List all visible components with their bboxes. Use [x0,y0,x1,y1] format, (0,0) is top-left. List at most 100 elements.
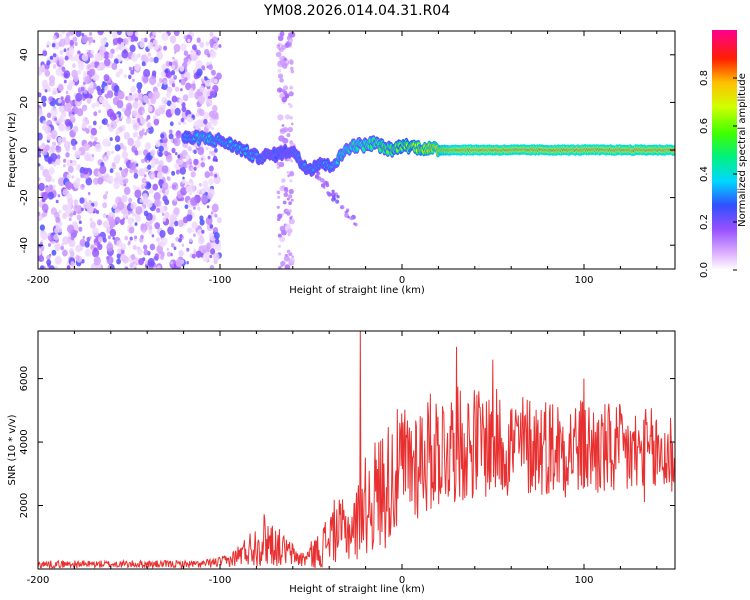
spectrogram-noise-blob [183,121,187,125]
spectrogram-band-blob [279,236,286,243]
spectrogram-noise-blob [93,177,99,185]
spectrogram-branch-blob [326,191,330,195]
spectrogram-noise-blob [65,90,69,95]
spectrogram-noise-blob [106,255,114,265]
spectrogram-noise-blob [216,72,222,80]
spectrogram-branch-blob [332,195,336,199]
colorbar-gradient [712,30,737,270]
spectrogram-noise-blob [67,224,75,234]
spectrogram-noise-blob [102,156,108,163]
spectrogram-band-blob [285,230,288,233]
spectrogram-noise-blob [49,55,54,60]
spectrogram-noise-blob [60,245,64,251]
spectrogram-noise-blob [186,247,190,252]
spectrogram-noise-blob [205,41,210,47]
spectrogram-noise-blob [153,118,160,126]
spectrogram-noise-blob [157,108,162,113]
spectrogram-noise-blob [68,31,75,36]
spectrogram-noise-blob [38,147,42,156]
spectrogram-band-blob [289,116,293,120]
spectrogram-branch-blob [320,183,326,188]
spectrogram-noise-blob [70,138,77,147]
spectrogram-noise-blob [211,203,219,213]
x-tick-label: 0 [399,575,405,586]
spectrogram-band-blob [287,174,291,178]
spectrogram-noise-blob [161,165,169,174]
spectrogram-noise-blob [59,38,66,47]
spectrogram-band-blob [282,137,289,144]
spectrogram-noise-blob [178,121,181,126]
spectrogram-noise-blob [163,80,168,85]
spectrogram-noise-blob [55,67,63,77]
spectrogram-noise-blob [166,100,172,107]
spectrogram-noise-blob [88,36,94,44]
spectrogram-noise-blob [129,44,136,53]
spectrogram-noise-blob [209,254,213,259]
spectrogram-noise-blob [124,235,129,241]
spectrogram-noise-blob [129,161,137,171]
spectrogram-noise-blob [197,146,205,156]
spectrogram-noise-blob [63,48,67,52]
spectrogram-noise-blob [80,172,85,179]
spectrogram-noise-blob [50,107,58,117]
spectrogram-band-blob [286,171,290,174]
spectrogram-noise-blob [129,263,134,269]
spectrogram-noise-blob [98,125,102,130]
spectrogram-noise-blob [59,59,65,66]
spectrogram-noise-blob [94,137,98,142]
spectrogram-noise-blob [119,219,125,225]
snr-xlabel: Height of straight line (km) [289,584,425,595]
spectrogram-noise-blob [38,214,43,222]
spectrogram-noise-blob [169,185,172,189]
spectrogram-band-blob [276,45,281,49]
spectrogram-noise-blob [152,39,158,46]
spectrogram-noise-blob [68,47,75,55]
spectrogram-noise-blob [171,95,178,103]
spectrogram-noise-blob [71,159,77,167]
spectrogram-branch-blob [353,222,356,225]
spectrogram-branch-blob [347,215,350,219]
spectrogram-noise-blob [102,202,107,209]
spectrogram-noise-blob [209,224,214,229]
spectrogram-noise-blob [95,210,100,214]
spectrogram-noise-blob [90,127,98,136]
spectrogram-noise-blob [123,49,127,54]
spectrogram-noise-blob [197,236,205,245]
x-tick-label: -100 [209,575,232,586]
spectrogram-noise-blob [168,61,173,66]
spectrogram-noise-blob [64,103,72,112]
spectrogram-noise-blob [122,151,128,158]
spectrogram-noise-blob [209,150,212,155]
spectrogram-noise-blob [141,177,147,184]
spectrogram-band-blob [286,133,291,138]
spectrogram-noise-blob [103,74,110,82]
spectrogram-noise-blob [75,31,82,37]
spectrogram-noise-blob [55,120,59,124]
spectrogram-noise-blob [69,251,75,257]
spectrogram-noise-blob [180,187,188,196]
spectrogram-noise-blob [127,94,133,102]
spectrogram-band-blob [291,255,295,258]
spectrogram-band-blob [276,190,281,195]
spectrogram-noise-blob [190,167,194,171]
spectrogram-noise-blob [153,192,161,201]
spectrogram-noise-blob [150,149,156,157]
spectrogram-noise-blob [169,129,173,134]
spectrogram-noise-blob [199,85,205,92]
spectrogram-noise-blob [143,68,151,78]
spectrogram-noise-blob [148,92,154,100]
spectrogram-noise-blob [70,160,73,164]
spectrogram-noise-blob [148,229,153,235]
spectrogram-noise-blob [139,198,143,203]
spectrogram-noise-blob [169,121,174,127]
spectrogram-noise-blob [51,43,56,48]
spectrogram-noise-blob [123,131,131,140]
spectrogram-noise-blob [53,233,59,241]
spectrogram-band-blob [288,104,293,108]
spectrogram-noise-blob [120,115,124,120]
spectrogram-noise-blob [143,249,149,256]
spectrogram-noise-blob [156,245,163,254]
spectrogram-band-blob [276,161,281,166]
spectrogram-noise-blob [160,133,165,139]
